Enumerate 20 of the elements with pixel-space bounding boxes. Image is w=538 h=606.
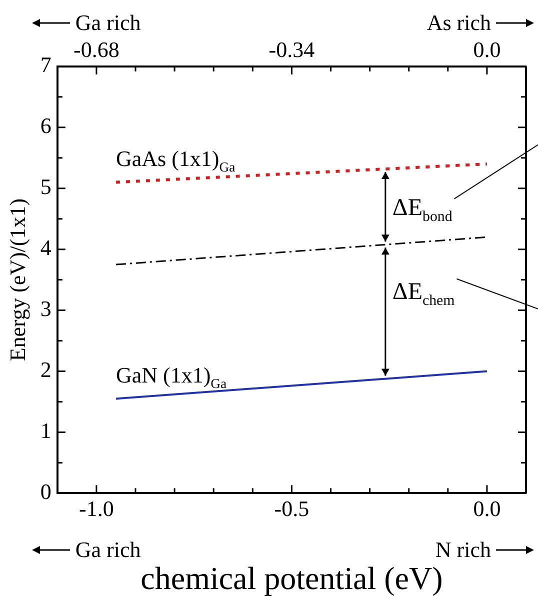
y-tick-label: 6 bbox=[40, 113, 52, 138]
y-tick-label: 3 bbox=[40, 296, 52, 322]
y-tick-label: 5 bbox=[40, 174, 52, 200]
x2-tick-label: -0.68 bbox=[74, 36, 120, 62]
x-axis-title: chemical potential (eV) bbox=[140, 560, 443, 596]
y-axis-title: Energy (eV)/(1x1) bbox=[4, 198, 30, 362]
text: Ga rich bbox=[75, 537, 141, 562]
text: N rich bbox=[435, 537, 492, 562]
x-tick-label: 0.0 bbox=[473, 496, 501, 522]
text: Ga rich bbox=[75, 10, 141, 35]
y-tick-label: 0 bbox=[40, 478, 52, 504]
x2-tick-label: 0.0 bbox=[473, 36, 501, 62]
text: As rich bbox=[426, 10, 492, 35]
y-tick-label: 1 bbox=[40, 418, 52, 444]
x-tick-label: -0.5 bbox=[274, 496, 310, 522]
y-tick-label: 2 bbox=[40, 357, 52, 382]
y-tick-label: 7 bbox=[40, 52, 52, 78]
x-tick-label: -1.0 bbox=[79, 496, 114, 522]
x2-tick-label: -0.34 bbox=[268, 36, 315, 62]
y-tick-label: 4 bbox=[40, 235, 52, 260]
